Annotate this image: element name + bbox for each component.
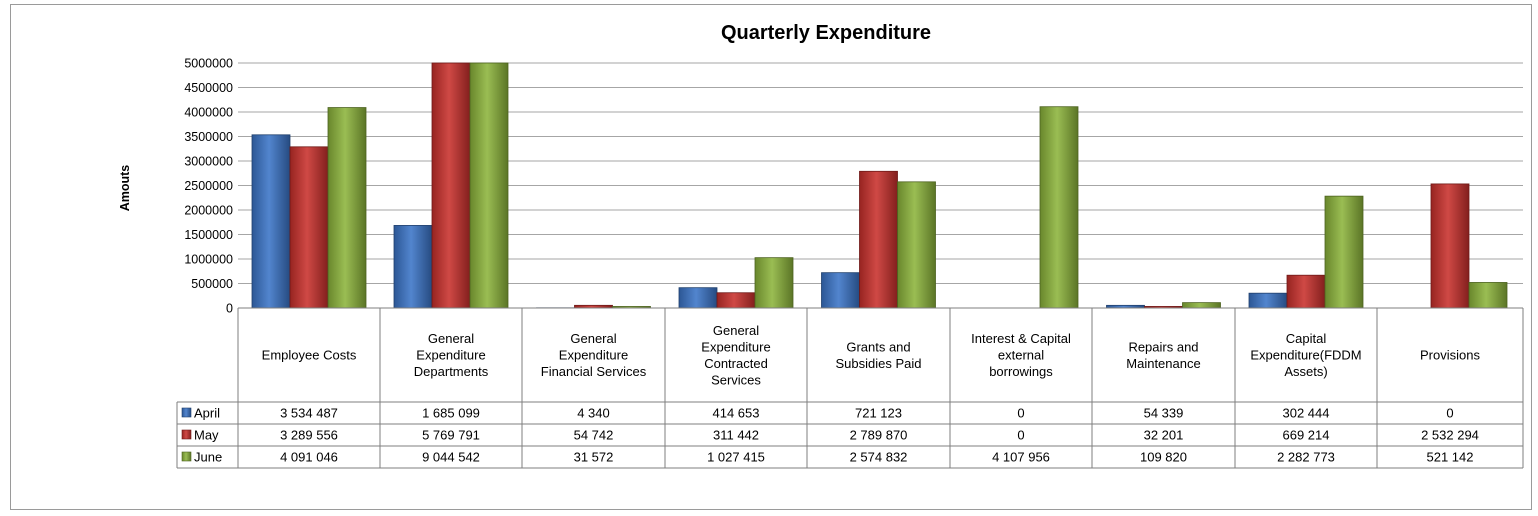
category-label: Provisions [1420,348,1480,363]
category-label: Financial Services [541,364,647,379]
chart-canvas: Quarterly Expenditure Amouts 0 500000 1000… [118,22,1524,469]
y-tick-label: 4500000 [184,81,233,95]
bar-april-4 [821,272,860,309]
table-cell: 4 091 046 [280,450,338,465]
table-cell: 721 123 [855,406,902,421]
category-label: Services [711,372,761,387]
bar-june-6 [1182,302,1221,309]
y-tick-label: 2500000 [184,179,233,193]
table-cell: 521 142 [1427,450,1474,465]
category-label: Repairs and [1128,339,1198,354]
category-label: Departments [414,364,489,379]
category-label: Employee Costs [262,348,357,363]
legend-label: June [194,450,222,465]
category-label: General [713,323,759,338]
bar-april-3 [678,287,718,309]
category-label: Interest & Capital [971,331,1071,346]
bar-april-7 [1248,292,1288,309]
category-label: Expenditure [416,348,485,363]
table-cell: 31 572 [574,450,614,465]
data-table: Employee CostsGeneralExpenditureDepartme… [176,307,1524,469]
table-cell: 54 339 [1144,406,1184,421]
table-cell: 669 214 [1283,428,1330,443]
table-cell: 5 769 791 [422,428,480,443]
category-label: Contracted [704,356,768,371]
bars [251,62,1508,309]
bar-may-3 [716,292,756,309]
bar-june-7 [1324,195,1364,309]
legend-label: April [194,406,220,421]
category-label: Expenditure [701,339,770,354]
category-label: Grants and [846,339,910,354]
y-tick-labels: 0 500000 1000000 1500000 2000000 2500000 30000… [184,57,233,316]
table-cell: 3 289 556 [280,428,338,443]
table-cell: 1 685 099 [422,406,480,421]
table-cell: 4 107 956 [992,450,1050,465]
table-cell: 2 532 294 [1421,428,1479,443]
bar-june-3 [754,257,794,309]
bar-june-5 [1039,106,1079,309]
table-cell: 4 340 [577,406,610,421]
table-cell: 0 [1446,406,1453,421]
table-cell: 1 027 415 [707,450,765,465]
legend-key-june [181,451,192,462]
table-cell: 9 044 542 [422,450,480,465]
y-tick-label: 4000000 [184,106,233,120]
legend-label: May [194,428,219,443]
bar-may-4 [859,170,898,309]
legend-key-may [181,429,192,440]
category-label: Maintenance [1126,356,1200,371]
bar-may-0 [289,146,329,309]
y-tick-label: 0 [226,302,233,316]
chart-title: Quarterly Expenditure [721,22,931,44]
bar-april-0 [251,134,291,309]
bar-june-0 [327,107,367,309]
table-cell: 2 789 870 [850,428,908,443]
y-tick-label: 3500000 [184,130,233,144]
chart-frame: Quarterly Expenditure Amouts 0 500000 1000… [10,4,1532,510]
y-tick-label: 500000 [191,277,233,291]
table-cell: 109 820 [1140,450,1187,465]
table-cell: 54 742 [574,428,614,443]
bar-may-8 [1430,183,1470,309]
table-cell: 0 [1017,428,1024,443]
bar-may-1 [431,62,471,309]
bar-april-1 [393,225,433,309]
y-tick-label: 3000000 [184,155,233,169]
y-tick-label: 2000000 [184,204,233,218]
bar-may-7 [1286,274,1326,309]
bar-june-8 [1468,282,1508,309]
y-tick-label: 1000000 [184,253,233,267]
category-label: Assets) [1284,364,1327,379]
category-label: Expenditure [559,348,628,363]
bar-june-4 [897,181,936,309]
category-label: Capital [1286,331,1327,346]
category-label: Expenditure(FDDM [1250,348,1361,363]
category-label: external [998,348,1044,363]
y-tick-label: 5000000 [184,57,233,71]
table-cell: 302 444 [1283,406,1330,421]
bar-june-1 [469,62,509,309]
category-label: General [570,331,616,346]
category-label: Subsidies Paid [836,356,922,371]
table-cell: 2 574 832 [850,450,908,465]
category-label: borrowings [989,364,1053,379]
category-label: General [428,331,474,346]
table-cell: 311 442 [713,428,759,443]
y-tick-label: 1500000 [184,228,233,242]
table-cell: 2 282 773 [1277,450,1335,465]
table-cell: 32 201 [1144,428,1184,443]
table-cell: 414 653 [713,406,760,421]
table-cell: 0 [1017,406,1024,421]
y-axis-label: Amouts [118,165,132,212]
table-cell: 3 534 487 [280,406,338,421]
legend-key-april [181,407,192,418]
